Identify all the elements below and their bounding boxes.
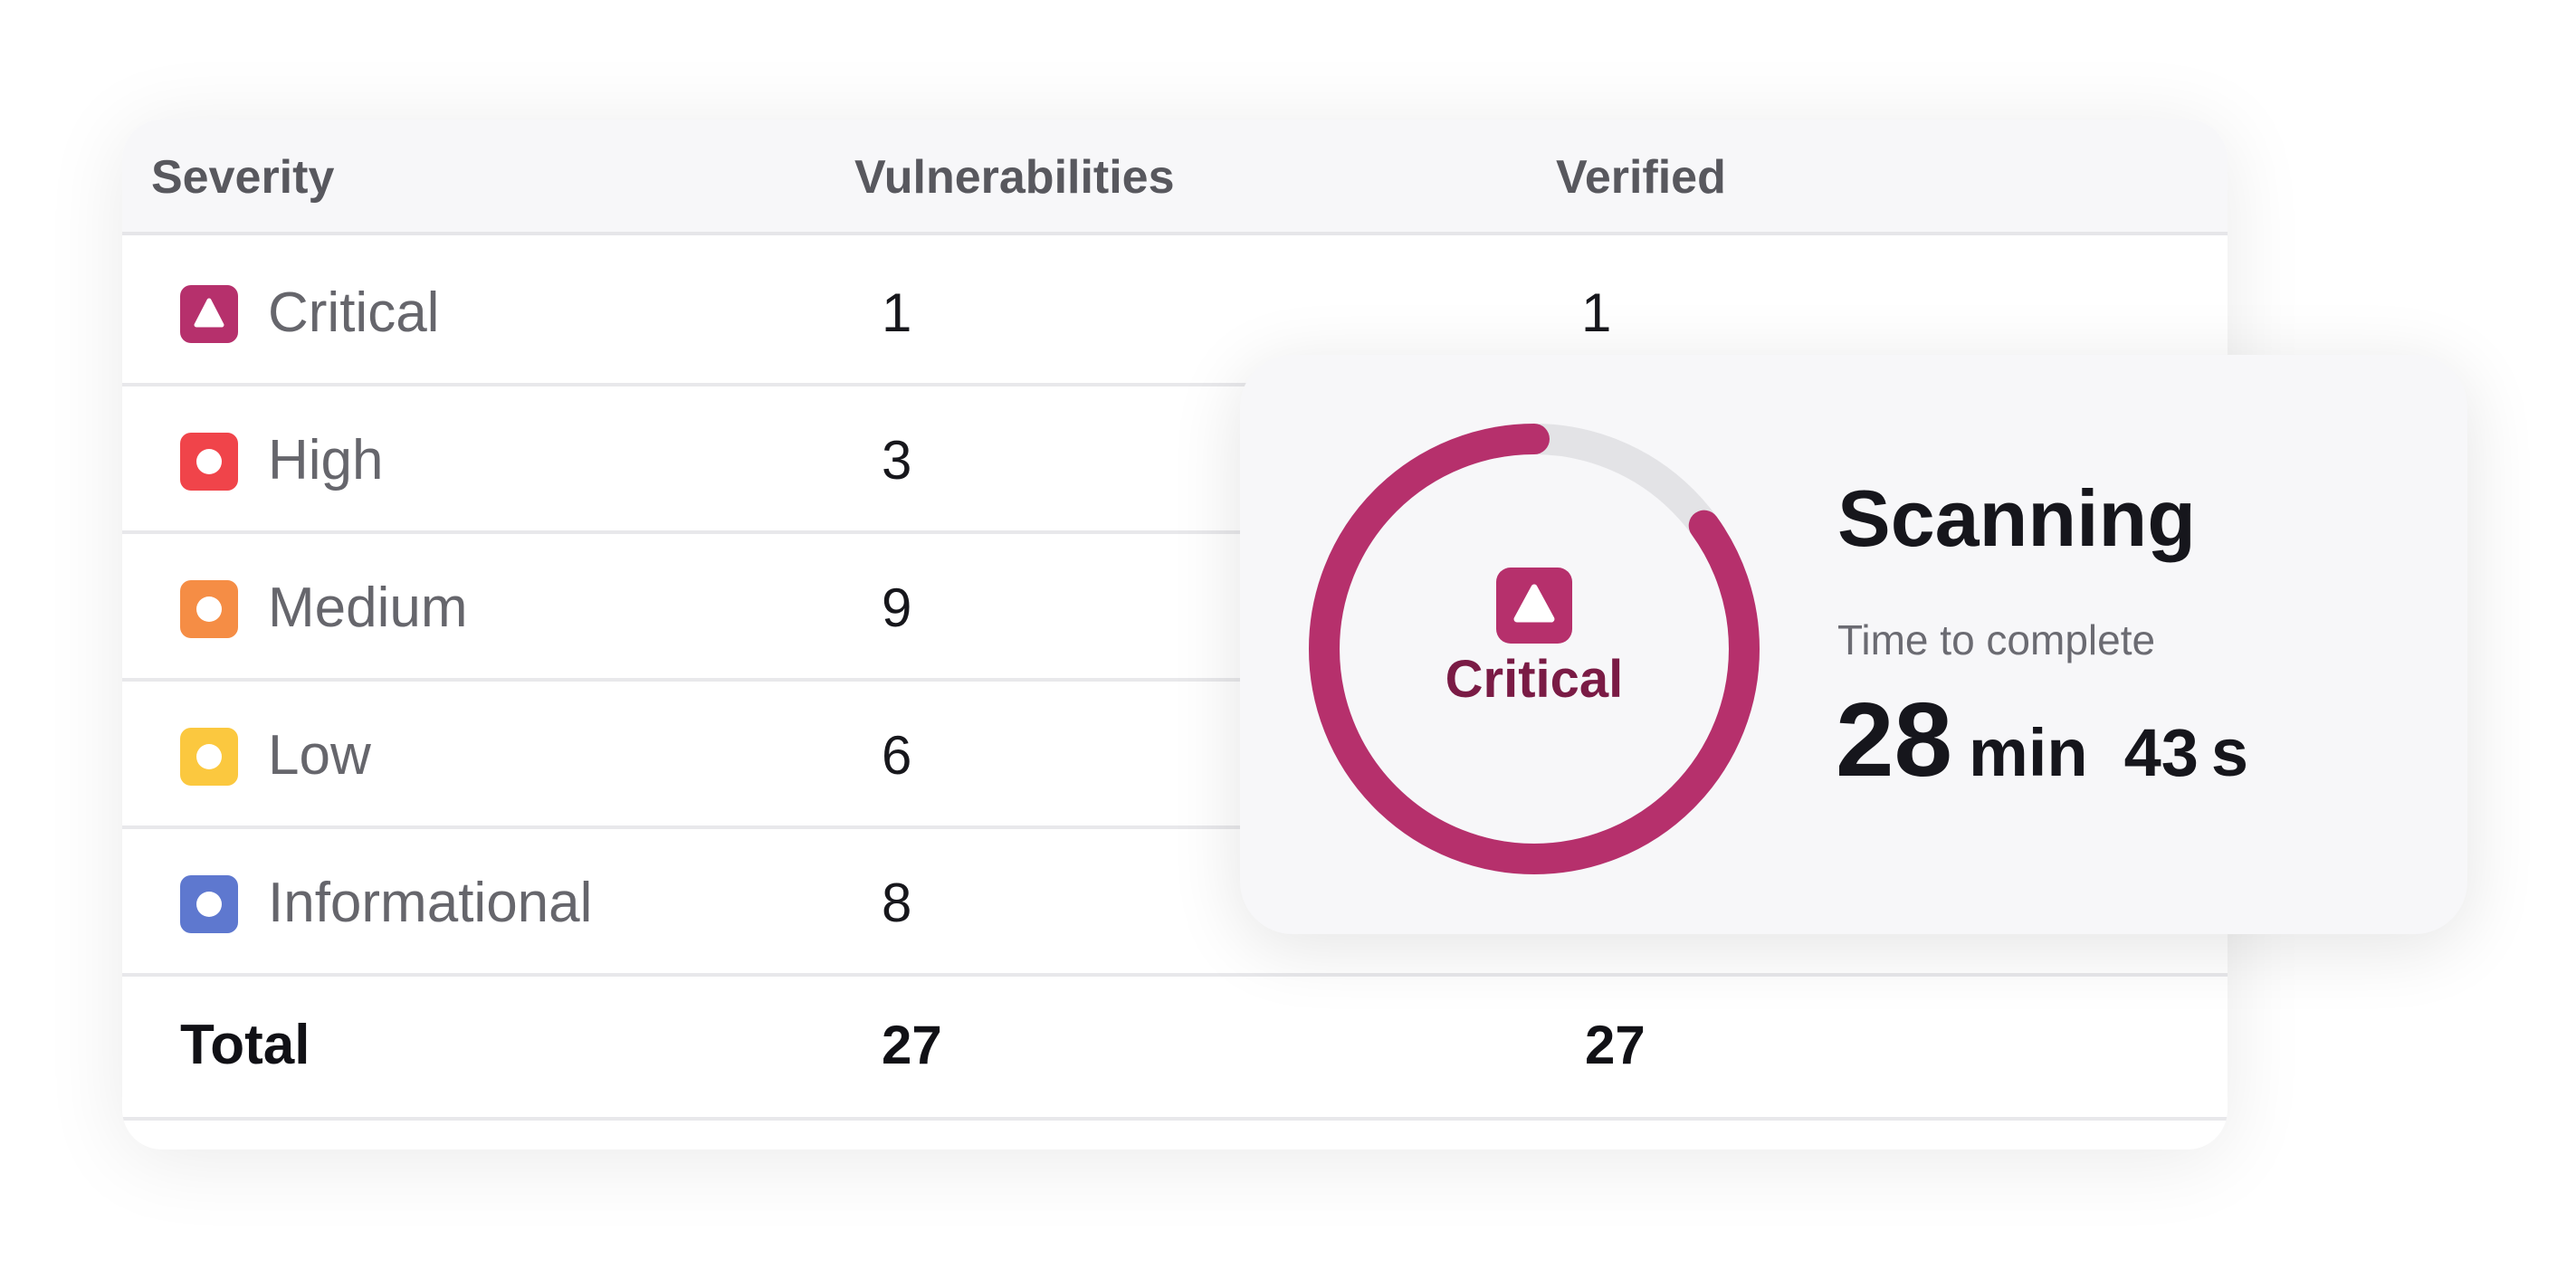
minutes-unit: min [1969,715,2088,790]
header-vulnerabilities: Vulnerabilities [854,151,1175,204]
total-vulnerabilities: 27 [882,1015,942,1075]
minutes-value: 28 [1836,681,1953,798]
critical-triangle-icon [1496,568,1572,644]
table-row: Critical 1 1 [122,239,2228,386]
scanning-card: Critical Scanning Time to complete 28 min… [1240,355,2467,934]
total-row: Total 27 27 [122,973,2228,1118]
informational-circle-icon [180,875,238,933]
progress-arc [1309,424,1760,874]
severity-label: High [268,429,384,491]
vulnerabilities-count: 6 [882,725,912,786]
verified-count: 1 [1581,282,1612,343]
scan-progress-ring [1303,418,1765,880]
total-verified: 27 [1585,1015,1646,1075]
divider [122,1117,2228,1121]
table-row: High 3 [122,386,2228,534]
high-circle-icon [180,433,238,491]
scan-severity-label: Critical [1445,650,1624,709]
vulnerabilities-count: 1 [882,282,912,343]
critical-triangle-icon [180,285,238,343]
medium-circle-icon [180,580,238,638]
severity-label: Low [268,724,371,787]
vulnerabilities-count: 3 [882,430,912,491]
scan-title: Scanning [1837,473,2197,563]
vulnerabilities-count: 9 [882,577,912,638]
time-remaining: 28 min 43 s [1836,679,2248,800]
seconds-unit: s [2210,715,2249,790]
header-severity: Severity [151,151,335,204]
total-label: Total [180,1014,310,1076]
seconds-value: 43 [2123,715,2199,790]
time-to-complete-label: Time to complete [1837,616,2156,663]
severity-label: Medium [268,577,468,639]
header-verified: Verified [1556,151,1726,204]
table-row: Informational 8 [122,829,2228,977]
table-row: Medium 9 [122,534,2228,682]
severity-label: Critical [268,281,440,344]
severity-label: Informational [268,872,593,934]
vulnerabilities-count: 8 [882,873,912,933]
table-header: Severity Vulnerabilities Verified [122,119,2228,235]
table-row: Low 6 [122,682,2228,829]
low-circle-icon [180,728,238,786]
